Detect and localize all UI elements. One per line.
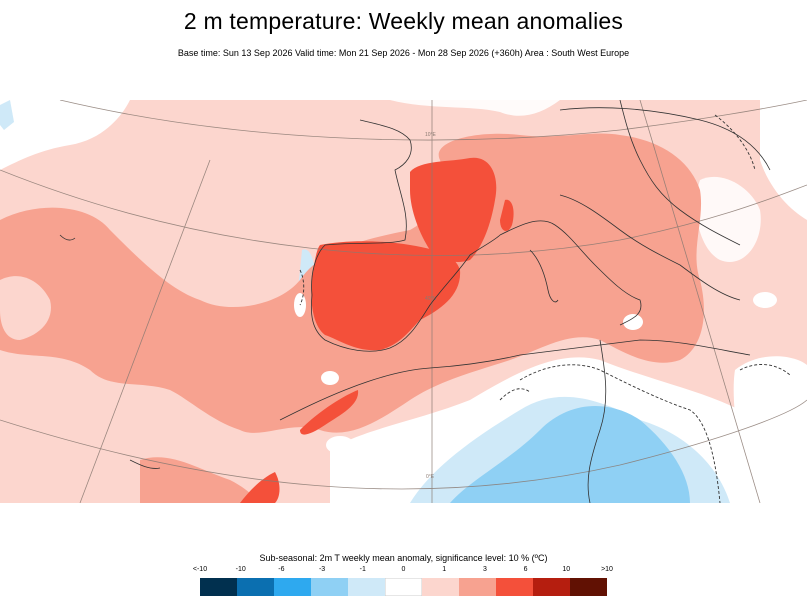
legend-swatch bbox=[459, 578, 496, 596]
legend-swatch bbox=[570, 578, 607, 596]
significance-contours bbox=[299, 114, 791, 503]
legend-tick-label: 1 bbox=[442, 566, 447, 573]
anomaly-hot-alps bbox=[500, 199, 514, 232]
anomaly-neutral-northwest bbox=[0, 100, 130, 170]
legend-swatch bbox=[200, 578, 237, 596]
legend-swatch bbox=[533, 578, 570, 596]
anomaly-cool-spot-west bbox=[0, 100, 14, 130]
map-graticule bbox=[0, 100, 807, 503]
graticule-label-lon0: 0°E bbox=[426, 474, 435, 480]
anomaly-hot-morocco bbox=[300, 390, 359, 435]
anomaly-map: 40°N 0°E 10°E bbox=[0, 100, 807, 503]
map-coastlines bbox=[59, 100, 771, 503]
anomaly-hot-france bbox=[410, 157, 497, 262]
anomaly-neutral-north bbox=[390, 100, 560, 116]
anomaly-neutral-balkans bbox=[696, 176, 761, 262]
legend-tick-label: -6 bbox=[278, 566, 285, 573]
legend-tick-label: 0 bbox=[401, 566, 406, 573]
legend-tick-label: >10 bbox=[601, 566, 613, 573]
anomaly-hot-sahara bbox=[240, 472, 280, 503]
anomaly-neutral-southeast bbox=[760, 100, 807, 220]
color-legend: <-10 -10 -6 -3 -1 0 1 3 6 10 >10 bbox=[193, 566, 613, 598]
graticule-label-lon10: 10°E bbox=[425, 132, 437, 138]
legend-tick-label: -10 bbox=[235, 566, 246, 573]
chart-title: 2 m temperature: Weekly mean anomalies bbox=[183, 8, 624, 34]
legend-labels: <-10 -10 -6 -3 -1 0 1 3 6 10 >10 bbox=[193, 566, 613, 576]
legend-swatch bbox=[348, 578, 385, 596]
legend-tick-label: -1 bbox=[359, 566, 366, 573]
legend-tick-label: 3 bbox=[482, 566, 487, 573]
anomaly-neutral-east bbox=[733, 356, 807, 503]
graticule-label-lat: 40°N bbox=[425, 296, 437, 302]
legend-swatch bbox=[496, 578, 533, 596]
legend-swatch bbox=[237, 578, 274, 596]
legend-bar bbox=[200, 578, 607, 596]
legend-swatch bbox=[385, 578, 422, 596]
legend-tick-label: 6 bbox=[523, 566, 528, 573]
legend-title: Sub-seasonal: 2m T weekly mean anomaly, … bbox=[259, 553, 548, 563]
chart-subtitle: Base time: Sun 13 Sep 2026 Valid time: M… bbox=[177, 48, 630, 58]
anomaly-warm-southwest bbox=[0, 276, 51, 340]
anomaly-warm-south bbox=[140, 457, 260, 503]
legend-swatch bbox=[274, 578, 311, 596]
legend-tick-label: -3 bbox=[318, 566, 326, 573]
legend-swatch bbox=[422, 578, 459, 596]
anomaly-cold-africa bbox=[450, 406, 690, 503]
legend-tick-label: <-10 bbox=[192, 566, 208, 573]
legend-tick-label: 10 bbox=[562, 566, 571, 573]
anomaly-hot-iberia bbox=[311, 241, 461, 351]
legend-swatch bbox=[311, 578, 348, 596]
